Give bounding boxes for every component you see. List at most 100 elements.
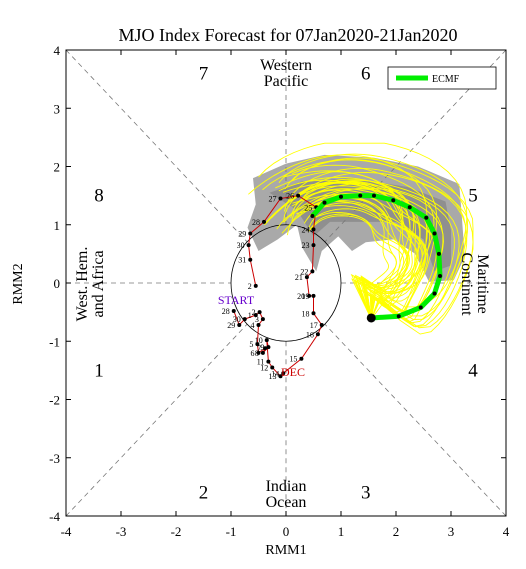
ensemble-member-34	[308, 208, 423, 320]
x-tick-label: 2	[393, 524, 400, 539]
phase-label: 8	[94, 186, 104, 207]
guide-diagonal-3	[65, 49, 248, 243]
ensemble-member-29	[314, 211, 397, 320]
observed-day-label: 4	[251, 321, 255, 330]
y-tick-label: -4	[49, 509, 60, 524]
region-right-line1: Maritime	[474, 254, 491, 314]
ensemble-mean-point	[407, 205, 412, 210]
observed-point	[310, 269, 315, 274]
x-tick-label: 0	[283, 524, 290, 539]
observed-point	[296, 193, 301, 198]
observed-point	[266, 359, 271, 364]
observed-day-label: 5	[249, 340, 253, 349]
phase-label: 4	[468, 360, 478, 381]
observed-day-label: 19	[302, 292, 310, 301]
observed-day-label: 13	[269, 372, 277, 381]
observed-point	[237, 322, 242, 327]
observed-point	[311, 227, 316, 232]
region-top-line1: Western	[260, 57, 312, 74]
ensemble-mean-point	[424, 215, 429, 220]
observed-day-label: 31	[238, 256, 246, 265]
chart-title: MJO Index Forecast for 07Jan2020-21Jan20…	[119, 25, 458, 45]
ensemble-member-6	[278, 176, 415, 320]
legend-label: ECMF	[432, 74, 460, 85]
region-left-line2: and Africa	[90, 250, 107, 317]
observed-day-label: 16	[306, 330, 314, 339]
ensemble-member-15	[283, 167, 474, 335]
observed-point	[304, 275, 309, 280]
observed-point	[264, 338, 269, 343]
x-tick-label: -1	[226, 524, 237, 539]
phase-label: 3	[361, 483, 371, 504]
guide-diagonal-1	[65, 323, 248, 517]
y-axis-label: RMM2	[11, 263, 26, 304]
observed-day-label: 17	[310, 321, 318, 330]
observed-day-label: 30	[237, 241, 245, 250]
observed-point	[307, 293, 312, 298]
observed-day-label: 6	[251, 349, 255, 358]
ensemble-mean-point	[310, 214, 315, 219]
observed-point	[319, 322, 324, 327]
observed-day-label: 14	[271, 369, 279, 378]
observed-day-label: 12	[260, 363, 268, 372]
observed-day-label: 2	[248, 282, 252, 291]
observed-point	[257, 310, 262, 315]
observed-point	[281, 371, 286, 376]
guide-diagonal-4	[324, 323, 507, 517]
observed-day-label: 18	[302, 309, 310, 318]
x-axis-ticks: -4 -3 -2 -1 0 1 2 3 4	[61, 50, 510, 539]
observed-day-label: 22	[300, 267, 308, 276]
ensemble-mean-point	[432, 291, 437, 296]
observed-day-label: 9	[260, 343, 264, 352]
amplitude-one-circle	[230, 224, 342, 342]
ensemble-mean-point	[372, 193, 376, 198]
observed-day-label: 1	[248, 311, 252, 320]
ensemble-member-32	[283, 193, 421, 320]
observed-day-label: 30	[233, 315, 241, 324]
observed-point	[278, 196, 283, 201]
y-tick-label: -1	[49, 334, 60, 349]
observed-day-label: 15	[289, 355, 297, 364]
ensemble-member-9	[305, 193, 437, 320]
start-label: START	[218, 293, 255, 307]
observed-point	[311, 293, 316, 298]
observed-day-label: 26	[286, 192, 294, 201]
y-tick-label: -3	[49, 451, 60, 466]
region-bottom-line2: Ocean	[266, 494, 307, 511]
observed-point	[260, 317, 265, 322]
ensemble-mean-point	[391, 198, 396, 203]
x-tick-label: 1	[338, 524, 345, 539]
observed-day-label: 21	[295, 273, 303, 282]
region-bottom-line1: Indian	[266, 478, 307, 495]
observed-point	[315, 332, 320, 337]
observed-day-label: 23	[302, 241, 310, 250]
observed-point	[248, 231, 253, 236]
ensemble-mean-point	[418, 305, 423, 310]
ensemble-member-30	[292, 194, 397, 320]
y-tick-label: 0	[54, 276, 61, 291]
ensemble-member-2	[283, 171, 468, 328]
y-tick-label: 1	[54, 218, 61, 233]
observed-point	[266, 345, 271, 350]
observed-day-label: 25	[304, 203, 312, 212]
ensemble-member-27	[284, 157, 474, 329]
x-tick-label: -3	[116, 524, 127, 539]
observed-point	[253, 283, 258, 288]
dec-label: DEC	[281, 365, 305, 379]
observed-point	[256, 322, 261, 327]
ensemble-mean-point	[322, 200, 327, 205]
observed-point	[260, 350, 265, 355]
y-tick-label: 4	[54, 43, 61, 58]
ensemble-member-40	[290, 179, 460, 327]
region-top-line2: Pacific	[264, 73, 308, 90]
observed-point	[248, 257, 253, 262]
observed-point	[270, 365, 275, 370]
phase-label: 2	[199, 483, 209, 504]
observed-day-label: 2	[252, 308, 256, 317]
region-left-line1: West. Hem.	[74, 247, 91, 322]
ensemble-member-21	[291, 183, 455, 324]
ensemble-mean-point	[436, 251, 441, 256]
